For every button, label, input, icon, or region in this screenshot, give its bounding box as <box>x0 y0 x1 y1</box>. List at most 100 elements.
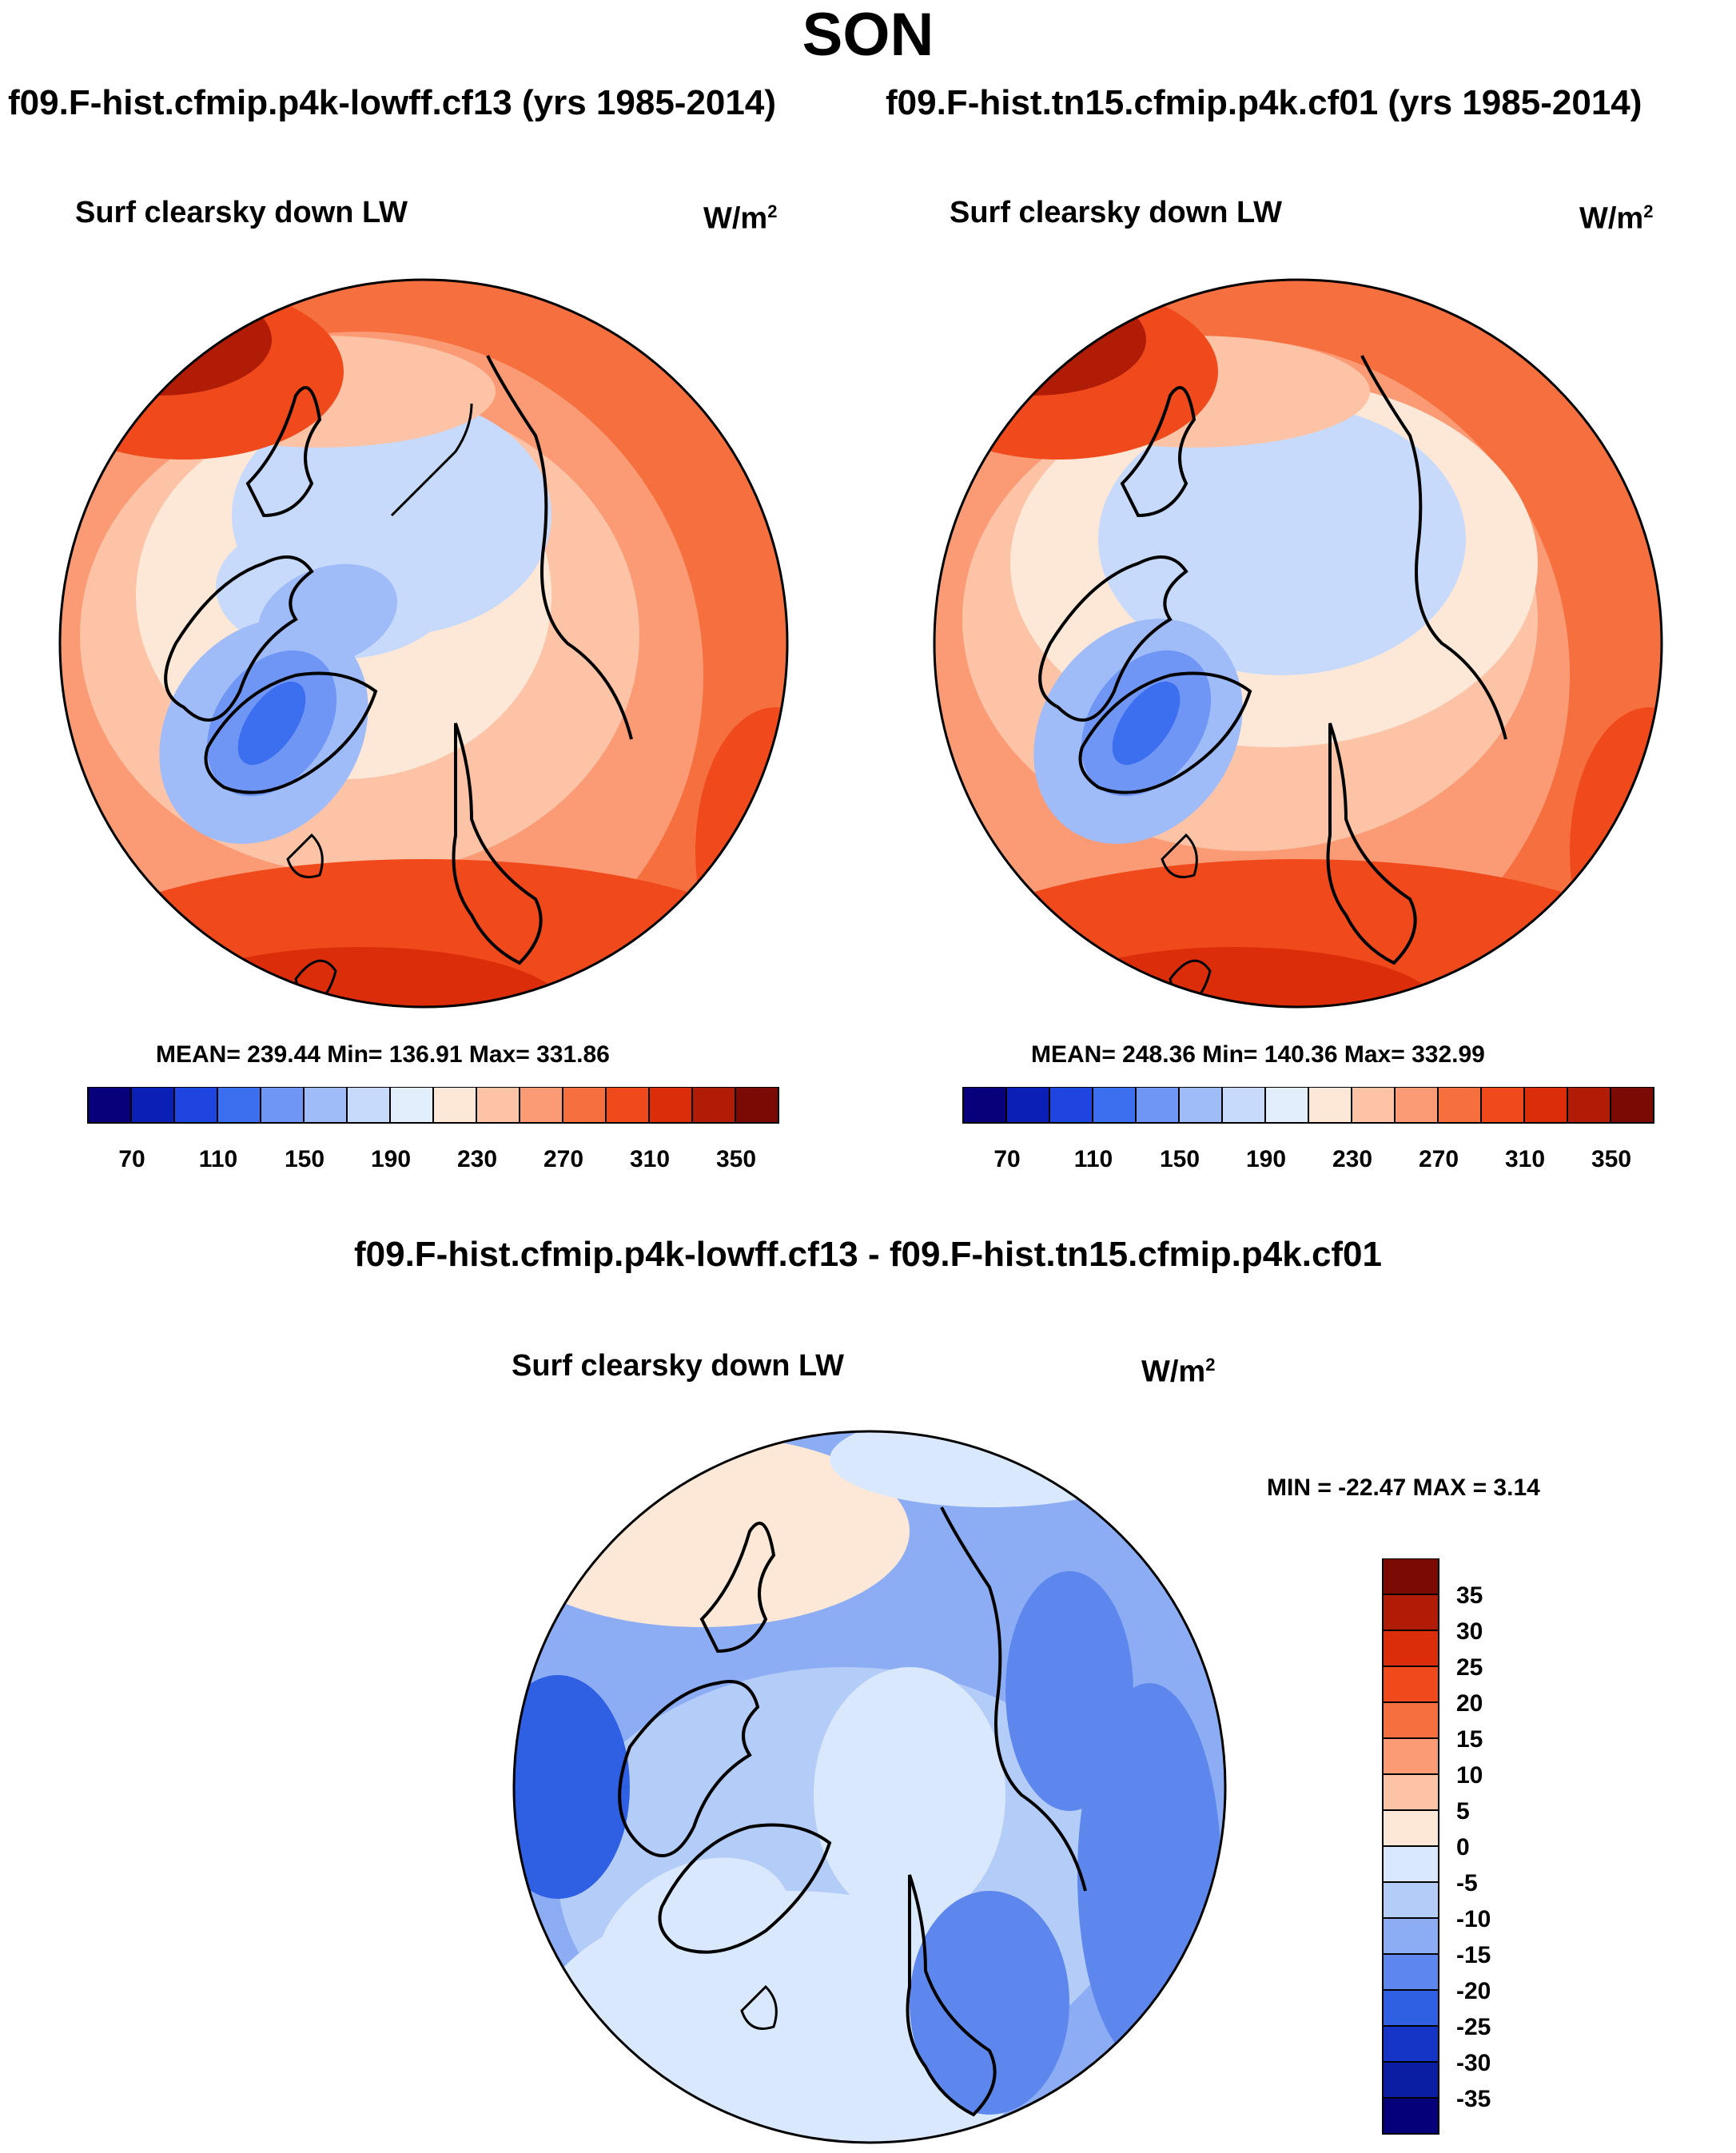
colorbar-swatch <box>1221 1087 1266 1124</box>
colorbar-tick-label: 10 <box>1456 1762 1483 1789</box>
iceland-coast <box>740 1984 778 2030</box>
colorbar-swatch <box>691 1087 736 1124</box>
colorbar-swatch <box>476 1087 520 1124</box>
colorbar-swatch <box>1049 1087 1093 1124</box>
scandinavia-coast <box>1326 722 1417 965</box>
colorbar-tick-label: 20 <box>1456 1690 1483 1717</box>
colorbar-swatch <box>1178 1087 1223 1124</box>
colorbar-tick-label: 30 <box>1456 1618 1483 1645</box>
scandinavia-coast <box>452 722 543 965</box>
map-border <box>512 1430 1227 2144</box>
coastline <box>390 403 473 517</box>
colorbar-swatch <box>1610 1087 1654 1124</box>
colorbar-tick-label: 230 <box>457 1146 497 1172</box>
colorbar-tick-label: 110 <box>199 1146 237 1172</box>
coastline <box>164 555 314 722</box>
greenland-ice <box>1112 681 1181 766</box>
diff-colorbar: 35 30 25 20 15 10 5 0 -5 -10 -15 -20 -25… <box>1382 1558 1491 2135</box>
colorbar-swatch <box>1382 1558 1439 1595</box>
colorbar-swatch <box>1382 1917 1439 1955</box>
colorbar-tick-label: 350 <box>716 1146 756 1172</box>
colorbar-swatch <box>962 1087 1007 1124</box>
right-polar-map <box>933 278 1663 1009</box>
colorbar-tick-label: 190 <box>1246 1146 1286 1172</box>
alaska-coast <box>245 386 322 518</box>
colorbar-swatch <box>1382 1630 1439 1667</box>
colorbar-swatch <box>87 1087 132 1124</box>
right-units: W/m2 <box>1579 201 1654 236</box>
colorbar-tick-label: -35 <box>1456 2086 1491 2112</box>
colorbar-swatch <box>1382 1881 1439 1919</box>
colorbar-swatch <box>346 1087 391 1124</box>
colorbar-tick-label: -15 <box>1456 1942 1491 1968</box>
colorbar-tick-label: 350 <box>1591 1146 1631 1172</box>
greenland-coast <box>204 671 378 794</box>
colorbar-swatch <box>605 1087 650 1124</box>
colorbar-tick-label: 310 <box>1505 1146 1545 1172</box>
colorbar-swatch <box>1523 1087 1568 1124</box>
colorbar-swatch <box>1382 1737 1439 1775</box>
colorbar-swatch <box>1382 2097 1439 2135</box>
colorbar-swatch <box>1382 1701 1439 1739</box>
greenland-coast <box>1078 671 1252 794</box>
map-fill-band <box>1077 1683 1221 2067</box>
left-polar-map <box>58 278 789 1009</box>
map-border <box>933 278 1663 1009</box>
alaska-coast <box>1120 386 1196 518</box>
map-fill-band <box>614 1431 806 1523</box>
colorbar-swatch <box>389 1087 434 1124</box>
right-panel-title: Surf clearsky down LW <box>950 196 1282 229</box>
colorbar-swatch <box>1382 1594 1439 1631</box>
colorbar-tick-label: 150 <box>285 1146 325 1172</box>
right-case-label: f09.F-hist.tn15.cfmip.p4k.cf01 (yrs 1985… <box>886 83 1642 122</box>
colorbar-tick-label: 5 <box>1456 1798 1470 1825</box>
colorbar-tick-label: 110 <box>1074 1146 1113 1172</box>
figure-title: SON <box>802 1 934 69</box>
colorbar-swatch <box>1382 1809 1439 1847</box>
scandinavia-coast <box>906 1874 997 2117</box>
colorbar-swatch <box>1092 1087 1137 1124</box>
map-fill-band <box>934 284 1146 396</box>
greenland-coast <box>658 1823 832 1954</box>
right-colorbar: 70 110 150 190 230 270 310 350 <box>962 1087 1654 1172</box>
colorbar-swatch <box>1394 1087 1439 1124</box>
alaska-coast <box>699 1522 776 1654</box>
difference-case-label: f09.F-hist.cfmip.p4k-lowff.cf13 - f09.F-… <box>353 1235 1383 1274</box>
colorbar-swatch <box>217 1087 261 1124</box>
map-fill-band <box>60 284 272 396</box>
colorbar-swatch <box>1308 1087 1352 1124</box>
colorbar-swatch <box>173 1087 218 1124</box>
colorbar-tick-label: -10 <box>1456 1906 1491 1932</box>
colorbar-swatch <box>1382 1845 1439 1883</box>
map-fill-band <box>1098 404 1466 675</box>
colorbar-swatch <box>1264 1087 1309 1124</box>
diff-polar-map <box>512 1430 1227 2144</box>
left-panel-title: Surf clearsky down LW <box>75 196 408 229</box>
siberia-coast <box>486 355 633 740</box>
colorbar-swatch <box>562 1087 607 1124</box>
diff-stats: MIN = -22.47 MAX = 3.14 <box>1267 1474 1540 1501</box>
colorbar-tick-label: -5 <box>1456 1870 1478 1896</box>
colorbar-swatch <box>519 1087 563 1124</box>
siberia-coast <box>1360 355 1507 740</box>
colorbar-tick-label: 270 <box>543 1146 583 1172</box>
colorbar-swatch <box>1382 1773 1439 1811</box>
colorbar-swatch <box>1437 1087 1482 1124</box>
colorbar-swatch <box>1567 1087 1611 1124</box>
colorbar-swatch <box>303 1087 348 1124</box>
left-colorbar: 70 110 150 190 230 270 310 350 <box>87 1087 779 1172</box>
siberia-coast <box>940 1506 1087 1892</box>
map-fill-band <box>910 1891 1069 2115</box>
map-fill-band <box>814 1667 1005 1923</box>
colorbar-swatch <box>1135 1087 1180 1124</box>
colorbar-swatch <box>1480 1087 1525 1124</box>
diff-panel-title: Surf clearsky down LW <box>512 1349 844 1383</box>
colorbar-swatch <box>260 1087 305 1124</box>
colorbar-tick-label: 190 <box>371 1146 411 1172</box>
colorbar-tick-label: -30 <box>1456 2050 1491 2076</box>
colorbar-tick-label: 270 <box>1419 1146 1459 1172</box>
colorbar-tick-label: -20 <box>1456 1978 1491 2004</box>
colorbar-tick-label: 70 <box>118 1146 145 1172</box>
colorbar-swatch <box>1382 2061 1439 2099</box>
colorbar-swatch <box>1351 1087 1396 1124</box>
